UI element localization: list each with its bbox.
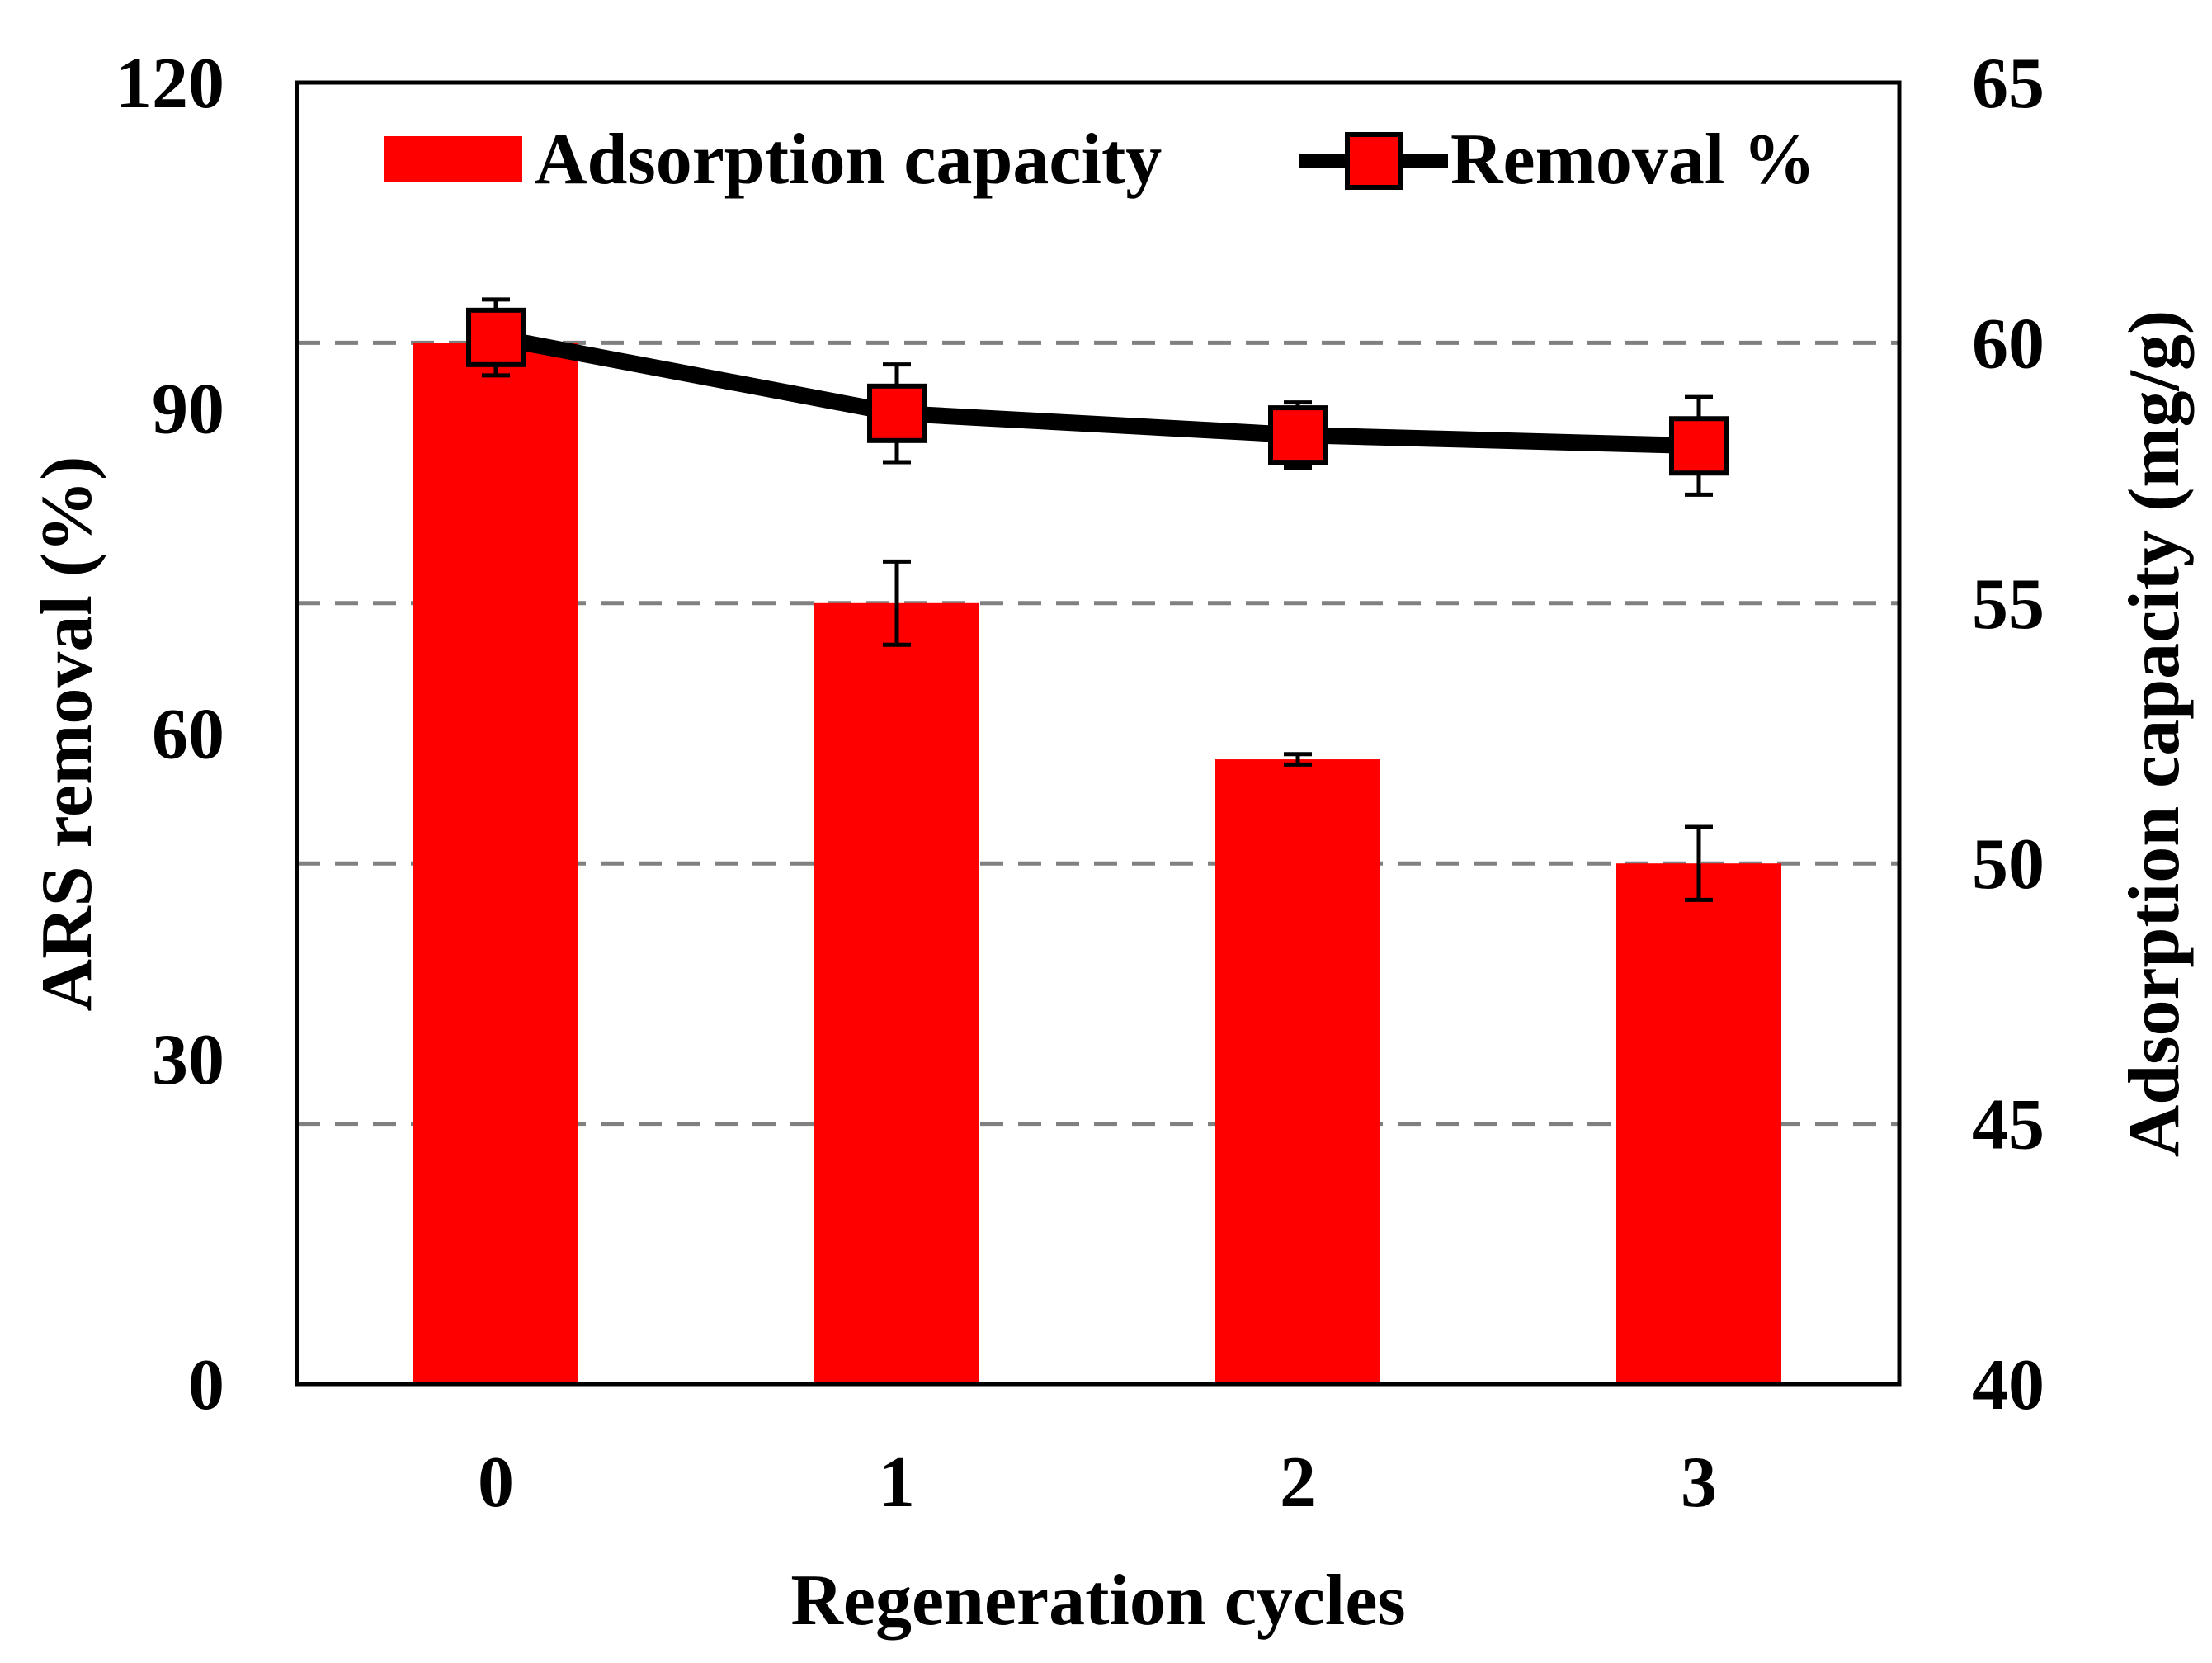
right-axis-label: Adsorption capacity (mg/g) xyxy=(2115,310,2195,1158)
legend: Adsorption capacity Removal % xyxy=(384,120,1815,200)
chart: 0 30 60 90 120 40 45 50 55 60 65 0 1 2 3 Regeneratio… xyxy=(0,0,2212,1663)
left-axis-ticks: 0 30 60 90 120 xyxy=(116,44,224,1425)
bar-0 xyxy=(413,343,578,1384)
x-axis-ticks: 0 1 2 3 xyxy=(478,1443,1717,1523)
x-tick-label: 1 xyxy=(879,1443,915,1523)
left-tick-label: 120 xyxy=(116,44,224,124)
left-axis-label: ARS removal (%) xyxy=(27,456,107,1012)
removal-line xyxy=(496,338,1699,446)
legend-bar-label: Adsorption capacity xyxy=(535,120,1162,200)
legend-bar-swatch xyxy=(384,136,522,182)
left-tick-label: 0 xyxy=(188,1345,224,1425)
left-tick-label: 30 xyxy=(152,1020,224,1100)
line-marker-2 xyxy=(1271,408,1325,462)
right-tick-label: 55 xyxy=(1972,565,2045,645)
line-marker-0 xyxy=(469,310,523,365)
bar-1 xyxy=(814,603,979,1384)
x-axis-label: Regeneration cycles xyxy=(790,1561,1405,1641)
bar-2 xyxy=(1215,759,1380,1384)
right-tick-label: 65 xyxy=(1972,44,2045,124)
legend-line-marker xyxy=(1347,135,1400,187)
right-tick-label: 40 xyxy=(1972,1345,2045,1425)
line-marker-3 xyxy=(1672,418,1726,473)
bar-3 xyxy=(1616,863,1781,1384)
left-tick-label: 60 xyxy=(152,695,224,775)
line-marker-1 xyxy=(870,386,924,441)
x-tick-label: 0 xyxy=(478,1443,514,1523)
legend-line-label: Removal % xyxy=(1450,120,1815,200)
line-error-bars xyxy=(482,300,1713,495)
right-tick-label: 60 xyxy=(1972,304,2045,384)
right-tick-label: 45 xyxy=(1972,1085,2045,1165)
right-tick-label: 50 xyxy=(1972,824,2045,905)
x-tick-label: 2 xyxy=(1280,1443,1316,1523)
removal-line-series xyxy=(496,338,1699,446)
left-tick-label: 90 xyxy=(152,369,224,449)
right-axis-ticks: 40 45 50 55 60 65 xyxy=(1972,44,2045,1425)
x-tick-label: 3 xyxy=(1681,1443,1717,1523)
